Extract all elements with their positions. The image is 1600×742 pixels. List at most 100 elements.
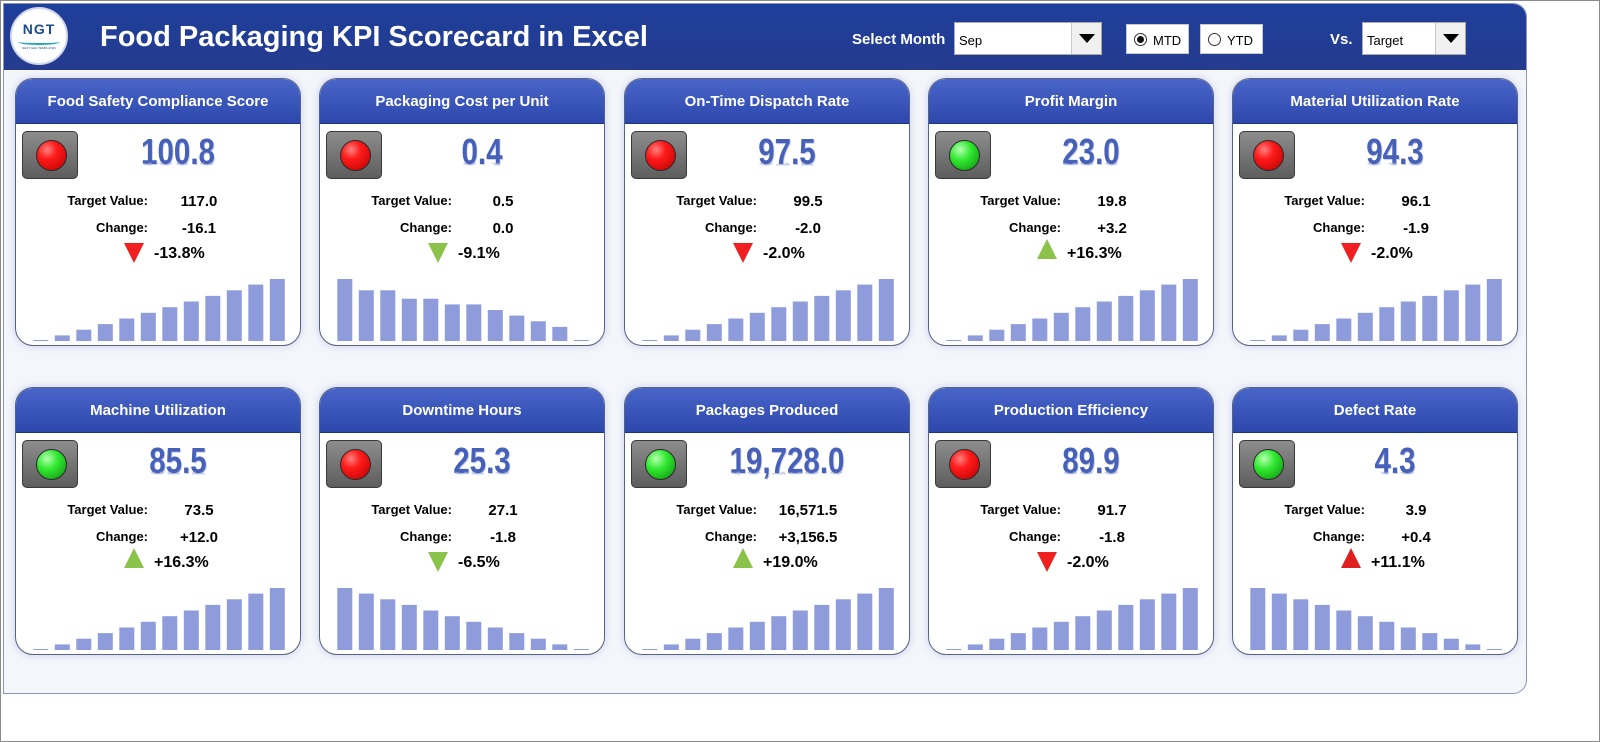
kpi-target-value: 73.5 <box>184 502 214 519</box>
month-dropdown[interactable]: Sep <box>954 22 1102 55</box>
trend-bar <box>1096 610 1112 650</box>
kpi-change-value: 0.0 <box>492 220 514 237</box>
trend-bar <box>1161 284 1177 341</box>
kpi-target-value: 19.8 <box>1097 193 1127 210</box>
trend-bar <box>552 326 568 341</box>
trend-bar <box>140 312 156 341</box>
ytd-radio[interactable]: YTD <box>1200 24 1263 54</box>
trend-bar <box>183 610 199 650</box>
trend-bar <box>1161 593 1177 650</box>
logo-subtext: NEXT GEN TEMPLATES <box>22 46 56 50</box>
triangle-down-icon <box>1037 552 1057 572</box>
trend-bar <box>119 627 135 650</box>
triangle-down-icon <box>124 243 144 263</box>
trend-bar <box>1336 610 1352 650</box>
trend-bar <box>706 633 722 650</box>
page-title: Food Packaging KPI Scorecard in Excel <box>100 21 648 53</box>
comparison-dropdown[interactable]: Target <box>1362 22 1466 55</box>
trend-bar <box>1271 335 1287 341</box>
trend-bar <box>358 290 374 341</box>
trend-bar <box>1139 290 1155 341</box>
target-value-label: Target Value: <box>371 502 452 517</box>
trend-bar <box>1357 616 1373 650</box>
kpi-change-percent: -6.5% <box>458 554 500 571</box>
trend-bar <box>663 644 679 650</box>
trend-bar <box>162 616 178 650</box>
triangle-up-icon <box>733 548 753 568</box>
trend-bar <box>1032 318 1048 341</box>
trend-bar <box>248 593 264 650</box>
trend-bar <box>1314 324 1330 341</box>
kpi-change-percent: +11.1% <box>1371 554 1425 571</box>
trend-bar <box>946 340 962 341</box>
trend-bar <box>248 284 264 341</box>
trend-bar <box>989 329 1005 341</box>
header-bar: NGT NEXT GEN TEMPLATES Food Packaging KP… <box>4 4 1526 70</box>
kpi-title: Profit Margin <box>1024 93 1118 110</box>
kpi-title: Downtime Hours <box>402 402 522 419</box>
trend-bar <box>1182 588 1198 650</box>
chevron-down-icon[interactable] <box>1435 23 1465 54</box>
target-value-label: Target Value: <box>1284 502 1365 517</box>
trend-bar <box>1400 627 1416 650</box>
kpi-target-value: 16,571.5 <box>778 502 838 519</box>
chevron-down-icon[interactable] <box>1071 23 1101 54</box>
trend-bar <box>573 340 589 341</box>
trend-bar <box>1010 324 1026 341</box>
trend-bar <box>814 295 830 341</box>
trend-bar <box>573 649 589 650</box>
kpi-title: Packaging Cost per Unit <box>375 93 549 110</box>
kpi-actual-value: 100.8 <box>141 131 215 172</box>
trend-bar <box>1075 307 1091 341</box>
kpi-actual-value: 0.4 <box>461 131 503 172</box>
kpi-actual-value: 94.3 <box>1366 131 1424 172</box>
kpi-title: Production Efficiency <box>993 402 1149 419</box>
trend-bar <box>205 295 221 341</box>
kpi-value-reflection: 23.0 <box>1011 163 1172 167</box>
kpi-card-header: Profit Margin <box>929 79 1213 124</box>
red-light-icon <box>645 140 676 171</box>
trend-bar-chart <box>337 588 589 650</box>
kpi-title: Food Safety Compliance Score <box>47 93 269 110</box>
kpi-card: Food Safety Compliance Score 100.8100.8 Ta… <box>15 78 301 346</box>
kpi-actual-value: 89.9 <box>1062 440 1120 481</box>
trend-bar <box>878 588 894 650</box>
kpi-title: Material Utilization Rate <box>1290 93 1460 110</box>
radio-selected-icon <box>1134 33 1147 46</box>
trend-bar-chart <box>642 588 894 650</box>
trend-bar <box>401 604 417 650</box>
trend-bar <box>1293 329 1309 341</box>
kpi-card-header: Packaging Cost per Unit <box>320 79 604 124</box>
trend-bar <box>878 279 894 341</box>
trend-bar <box>1293 599 1309 650</box>
traffic-light-icon <box>326 131 382 179</box>
mtd-radio[interactable]: MTD <box>1126 24 1189 54</box>
green-light-icon <box>645 449 676 480</box>
trend-bar-chart <box>33 279 285 341</box>
kpi-card-header: Defect Rate <box>1233 388 1517 433</box>
trend-bar <box>1400 301 1416 341</box>
trend-bar <box>1379 307 1395 341</box>
change-label: Change: <box>1313 529 1365 544</box>
radio-unselected-icon <box>1208 33 1221 46</box>
trend-bar <box>119 318 135 341</box>
trend-bar-chart <box>1250 279 1502 341</box>
trend-bar <box>1486 649 1502 650</box>
kpi-value-reflection: 89.9 <box>1011 472 1172 476</box>
kpi-change-value: -16.1 <box>181 220 217 237</box>
trend-bar <box>1032 627 1048 650</box>
kpi-card: Machine Utilization 85.585.5 Target Value:… <box>15 387 301 655</box>
green-light-icon <box>949 140 980 171</box>
kpi-card: Packages Produced 19,728.019,728.0 Target … <box>624 387 910 655</box>
trend-bar-chart <box>946 588 1198 650</box>
kpi-title: On-Time Dispatch Rate <box>684 93 850 110</box>
kpi-card: On-Time Dispatch Rate 97.597.5 Target Valu… <box>624 78 910 346</box>
kpi-change-percent: -13.8% <box>154 245 205 262</box>
trend-bar <box>1182 279 1198 341</box>
change-label: Change: <box>96 529 148 544</box>
trend-bar <box>423 610 439 650</box>
trend-bar <box>76 329 92 341</box>
trend-bar <box>835 599 851 650</box>
target-value-label: Target Value: <box>371 193 452 208</box>
kpi-actual-value: 4.3 <box>1374 440 1416 481</box>
